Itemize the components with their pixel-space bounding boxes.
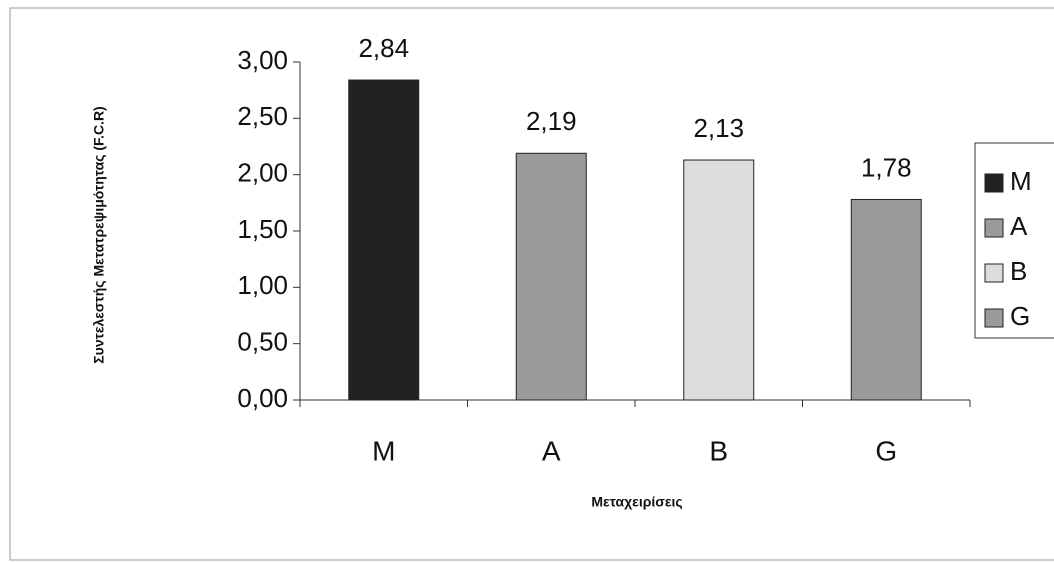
legend-swatch [984,218,1004,238]
legend-swatch [984,173,1004,193]
frame [9,7,1054,561]
bar [850,198,922,401]
value-label: 2,19 [526,106,577,136]
x-tick-label: G [875,435,897,466]
y-tick-label: 1,00 [237,270,288,300]
legend-label: A [1010,211,1028,241]
y-axis-title: Συντελεστής Μετατρεψιμότητας (F.C.R) [91,106,107,363]
value-label: 2,13 [693,113,744,143]
bar [683,159,755,401]
value-label: 1,78 [861,152,912,182]
y-tick-label: 0,50 [237,327,288,357]
legend-label: M [1010,166,1032,196]
bar [515,152,587,401]
x-tick-label: B [709,435,728,466]
y-tick-label: 2,50 [237,101,288,131]
bar [348,79,420,401]
legend-swatch [984,308,1004,328]
legend-label: B [1010,256,1027,286]
x-axis-title: Μεταχειρίσεις [591,494,682,510]
x-tick-label: A [542,435,561,466]
y-tick-label: 0,00 [237,383,288,413]
y-tick-label: 3,00 [237,45,288,75]
value-label: 2,84 [358,33,409,63]
legend-swatch [984,263,1004,283]
x-tick-label: M [372,435,395,466]
legend-label: G [1010,301,1030,331]
y-tick-label: 1,50 [237,214,288,244]
y-tick-label: 2,00 [237,158,288,188]
